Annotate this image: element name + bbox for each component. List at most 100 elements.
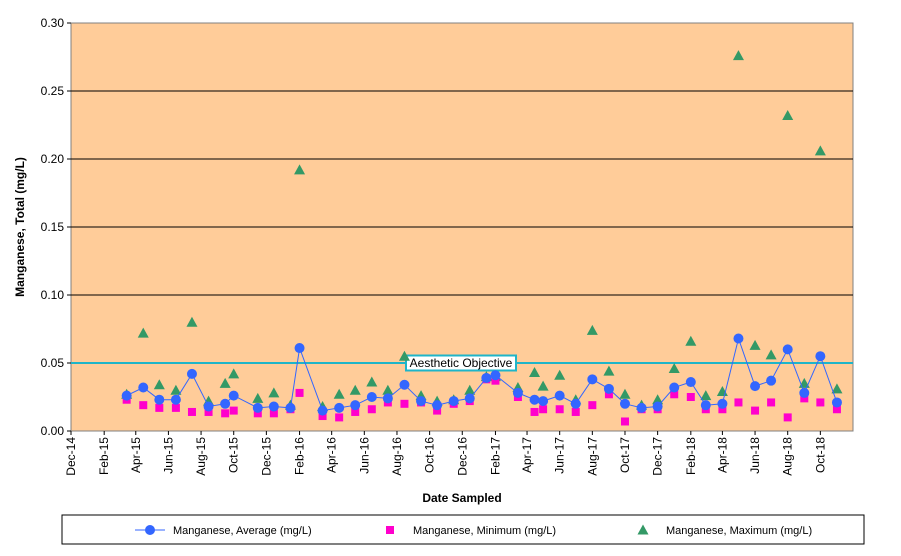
data-point-circle — [317, 405, 328, 416]
x-tick-label: Oct-18 — [813, 437, 827, 473]
data-point-triangle — [554, 369, 566, 380]
legend-marker-triangle — [637, 524, 649, 535]
data-point-triangle — [652, 394, 664, 405]
y-axis: 0.00 0.05 0.10 0.15 0.20 0.25 0.30 — [41, 16, 71, 438]
data-point-square — [318, 412, 327, 421]
x-axis-title: Date Sampled — [422, 491, 501, 505]
data-point-square — [571, 407, 580, 416]
data-point-triangle — [349, 384, 361, 395]
data-point-square — [229, 406, 238, 415]
data-point-square — [221, 409, 230, 418]
data-point-circle — [432, 400, 443, 411]
x-tick-label: Feb-15 — [97, 437, 111, 475]
legend-entry: Manganese, Average (mg/L) — [135, 525, 312, 537]
data-point-circle — [448, 396, 459, 407]
data-point-square — [400, 399, 409, 408]
x-tick-label: Jun-16 — [357, 437, 371, 474]
data-point-triangle — [765, 349, 777, 360]
legend-label: Manganese, Minimum (mg/L) — [413, 525, 556, 537]
data-point-circle — [138, 382, 149, 393]
data-point-square — [767, 398, 776, 407]
x-tick-label: Oct-16 — [423, 437, 437, 473]
data-point-circle — [587, 374, 598, 385]
data-point-triangle — [619, 388, 631, 399]
data-point-circle — [652, 401, 663, 412]
data-point-triangle — [831, 383, 843, 394]
data-point-circle — [766, 375, 777, 386]
data-point-square — [351, 407, 360, 416]
data-point-circle — [464, 393, 475, 404]
data-point-square — [832, 405, 841, 414]
data-point-square — [539, 405, 548, 414]
x-tick-label: Apr-17 — [520, 437, 534, 473]
legend-entry: Manganese, Maximum (mg/L) — [637, 524, 812, 537]
x-tick-label: Feb-16 — [293, 437, 307, 475]
x-tick-label: Dec-17 — [651, 437, 665, 476]
data-point-square — [204, 407, 213, 416]
data-point-triangle — [732, 50, 744, 61]
y-tick-label: 0.10 — [41, 288, 65, 302]
data-point-triangle — [366, 376, 378, 387]
data-point-triangle — [586, 324, 598, 335]
y-tick-label: 0.15 — [41, 220, 65, 234]
legend-marker-circle — [145, 525, 155, 535]
data-point-circle — [619, 398, 630, 409]
data-point-circle — [154, 394, 165, 405]
x-tick-label: Apr-16 — [325, 437, 339, 473]
data-point-square — [783, 413, 792, 422]
data-point-square — [187, 407, 196, 416]
x-tick-label: Aug-16 — [390, 437, 404, 476]
data-point-circle — [700, 400, 711, 411]
legend: Manganese, Average (mg/L) Manganese, Mini… — [61, 514, 865, 545]
legend-box — [61, 514, 865, 545]
data-point-triangle — [685, 335, 697, 346]
data-point-square — [491, 376, 500, 385]
data-point-square — [686, 393, 695, 401]
data-point-circle — [399, 379, 410, 390]
data-point-circle — [186, 368, 197, 379]
legend-label: Manganese, Average (mg/L) — [173, 525, 312, 537]
data-point-triangle — [186, 316, 198, 327]
data-point-circle — [170, 394, 181, 405]
data-point-circle — [512, 387, 523, 398]
x-tick-label: Dec-15 — [259, 437, 273, 476]
data-point-triangle — [537, 380, 549, 391]
data-point-circle — [334, 402, 345, 413]
data-point-circle — [203, 401, 214, 412]
x-tick-label: Jun-15 — [161, 437, 175, 474]
y-tick-label: 0.25 — [41, 84, 65, 98]
data-point-triangle — [529, 367, 541, 378]
data-point-square — [604, 390, 613, 399]
y-tick-label: 0.30 — [41, 16, 65, 30]
data-point-circle — [570, 398, 581, 409]
data-point-square — [800, 394, 809, 403]
data-point-circle — [490, 370, 501, 381]
data-point-square — [670, 390, 679, 399]
data-point-triangle — [382, 384, 394, 395]
data-point-square — [269, 409, 278, 418]
data-point-circle — [481, 372, 492, 383]
data-point-square — [718, 405, 727, 414]
data-point-circle — [750, 381, 761, 392]
data-point-circle — [366, 392, 377, 402]
series-circle — [121, 333, 842, 416]
y-tick-label: 0.20 — [41, 152, 65, 166]
data-point-square — [155, 403, 164, 412]
series-group — [121, 50, 843, 426]
data-point-triangle — [700, 390, 712, 401]
data-point-circle — [636, 402, 647, 413]
data-point-triangle — [464, 384, 476, 395]
data-point-triangle — [333, 388, 345, 399]
data-point-square — [588, 401, 597, 410]
aesthetic-objective-label-box — [405, 354, 517, 372]
data-point-circle — [717, 398, 728, 409]
data-point-circle — [294, 343, 305, 354]
y-axis-title: Manganese, Total (mg/L) — [13, 157, 27, 297]
data-point-circle — [815, 351, 826, 362]
x-tick-label: Aug-17 — [585, 437, 599, 476]
x-tick-label: Oct-15 — [227, 437, 241, 473]
data-point-triangle — [814, 145, 826, 156]
data-point-circle — [268, 401, 279, 412]
